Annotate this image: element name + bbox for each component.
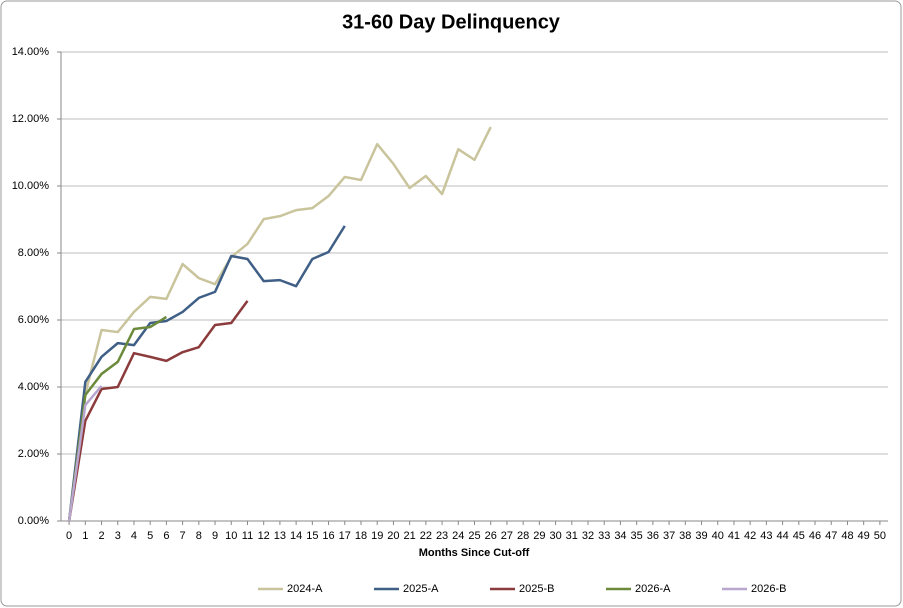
x-tick-label: 27: [501, 530, 513, 542]
series-line: [67, 315, 168, 522]
x-tick-label: 32: [582, 530, 594, 542]
legend-label: 2026-B: [751, 583, 786, 595]
x-tick-label: 39: [695, 530, 707, 542]
x-tick-label: 10: [225, 530, 237, 542]
x-tick-label: 46: [809, 530, 821, 542]
x-tick-label: 19: [371, 530, 383, 542]
x-tick-label: 45: [793, 530, 805, 542]
x-tick-label: 29: [533, 530, 545, 542]
x-tick-label: 44: [776, 530, 788, 542]
x-tick-label: 25: [468, 530, 480, 542]
x-tick-label: 40: [712, 530, 724, 542]
x-tick-label: 26: [485, 530, 497, 542]
x-axis-label: Months Since Cut-off: [419, 547, 530, 559]
y-tick-label: 12.00%: [12, 113, 50, 125]
x-tick-label: 38: [679, 530, 691, 542]
x-tick-label: 4: [131, 530, 137, 542]
x-tick-label: 23: [436, 530, 448, 542]
x-tick-label: 30: [549, 530, 561, 542]
y-tick-label: 10.00%: [12, 180, 50, 192]
x-tick-label: 24: [452, 530, 464, 542]
y-tick-label: 4.00%: [18, 381, 49, 393]
x-tick-label: 47: [825, 530, 837, 542]
x-tick-label: 7: [180, 530, 186, 542]
legend-label: 2024-A: [287, 583, 323, 595]
x-tick-label: 15: [306, 530, 318, 542]
x-tick-label: 21: [404, 530, 416, 542]
y-tick-label: 14.00%: [12, 46, 50, 58]
x-tick-label: 1: [82, 530, 88, 542]
chart-title: 31-60 Day Delinquency: [342, 11, 561, 33]
x-tick-label: 49: [858, 530, 870, 542]
x-tick-label: 14: [290, 530, 302, 542]
y-tick-label: 2.00%: [18, 448, 49, 460]
y-tick-label: 8.00%: [18, 247, 49, 259]
x-tick-label: 17: [339, 530, 351, 542]
x-tick-label: 6: [163, 530, 169, 542]
x-tick-label: 28: [517, 530, 529, 542]
x-tick-label: 41: [728, 530, 740, 542]
legend-label: 2025-A: [403, 583, 439, 595]
y-tick-label: 0.00%: [18, 515, 49, 527]
x-tick-label: 35: [631, 530, 643, 542]
x-tick-label: 16: [322, 530, 334, 542]
legend-label: 2025-B: [519, 583, 554, 595]
legend-label: 2026-A: [635, 583, 671, 595]
x-tick-label: 13: [274, 530, 286, 542]
x-tick-label: 34: [614, 530, 626, 542]
x-tick-label: 42: [744, 530, 756, 542]
series-line: [67, 126, 492, 522]
x-tick-label: 12: [258, 530, 270, 542]
x-tick-label: 36: [647, 530, 659, 542]
x-tick-label: 37: [663, 530, 675, 542]
x-tick-label: 2: [98, 530, 104, 542]
x-tick-label: 9: [212, 530, 218, 542]
x-tick-label: 31: [566, 530, 578, 542]
x-tick-label: 11: [242, 530, 253, 542]
x-tick-label: 33: [598, 530, 610, 542]
y-tick-label: 6.00%: [18, 314, 49, 326]
x-tick-label: 5: [147, 530, 153, 542]
x-tick-label: 20: [387, 530, 399, 542]
x-tick-label: 22: [420, 530, 432, 542]
series-line: [67, 300, 249, 522]
x-tick-label: 43: [760, 530, 772, 542]
x-tick-label: 18: [355, 530, 367, 542]
x-tick-label: 0: [66, 530, 72, 542]
x-tick-label: 3: [115, 530, 121, 542]
series-line: [67, 385, 103, 522]
x-tick-label: 8: [196, 530, 202, 542]
series-line: [67, 225, 346, 522]
x-tick-label: 48: [841, 530, 853, 542]
x-tick-label: 50: [874, 530, 886, 542]
